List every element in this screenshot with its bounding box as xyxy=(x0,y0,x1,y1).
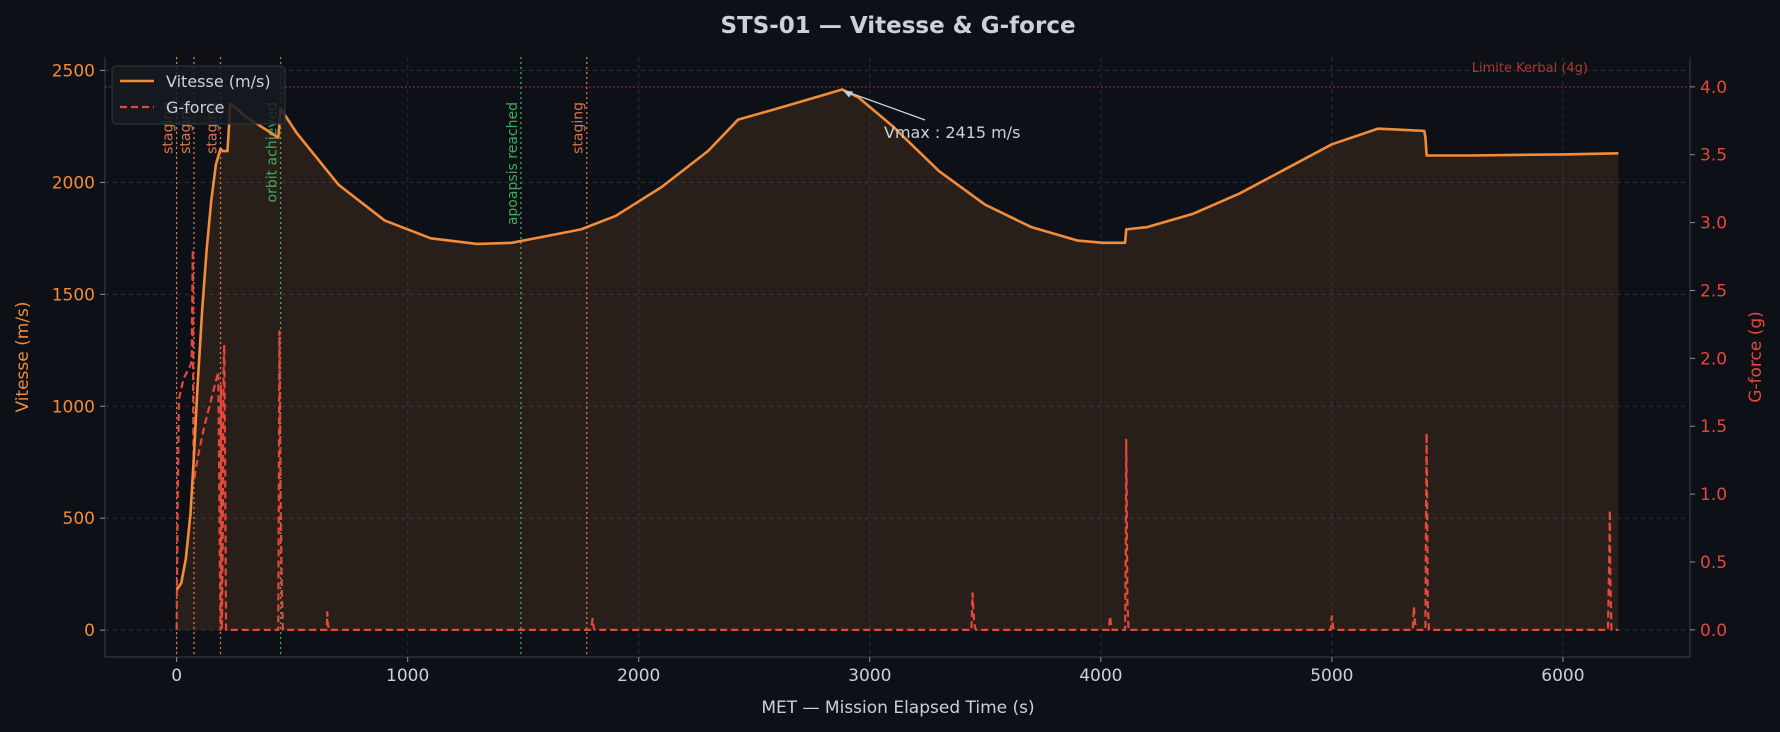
grid xyxy=(105,57,1690,657)
limit-line-layer: Limite Kerbal (4g) xyxy=(105,61,1690,88)
x-tick-label: 4000 xyxy=(1079,666,1122,686)
series-layer xyxy=(175,88,1619,631)
y-right-tick-label: 4.0 xyxy=(1700,78,1727,98)
legend-gforce-label: G-force xyxy=(166,98,224,117)
legend-box xyxy=(111,65,286,125)
y-left-tick-label: 1500 xyxy=(52,285,95,305)
legend: Vitesse (m/s) G-force xyxy=(111,65,286,125)
kerbal-limit-label: Limite Kerbal (4g) xyxy=(1472,61,1588,76)
y-left-tick-label: 0 xyxy=(84,621,95,641)
y-left-tick-label: 1000 xyxy=(52,397,95,417)
x-tick-label: 0 xyxy=(171,666,182,686)
x-tick-label: 6000 xyxy=(1541,666,1584,686)
event-label: apoapsis reached xyxy=(505,102,521,225)
vmax-annotation: Vmax : 2415 m/s xyxy=(884,123,1020,142)
x-axis-label: MET — Mission Elapsed Time (s) xyxy=(761,698,1034,718)
event-label: orbit achieved xyxy=(265,102,281,202)
x-tick-label: 3000 xyxy=(848,666,891,686)
y-right-tick-label: 3.0 xyxy=(1700,214,1727,234)
chart-title: STS-01 — Vitesse & G-force xyxy=(720,13,1075,39)
axes: 0 1000 2000 3000 4000 5000 6000 0 500 1000 1500 200… xyxy=(52,57,1727,686)
vmax-arrow-head xyxy=(843,90,854,98)
y-right-tick-label: 0.0 xyxy=(1700,621,1727,641)
y-right-tick-label: 3.5 xyxy=(1700,146,1727,166)
x-tick-label: 5000 xyxy=(1310,666,1353,686)
gforce-series-line xyxy=(175,248,1619,631)
y-right-tick-label: 1.5 xyxy=(1700,417,1727,437)
y-right-tick-label: 1.0 xyxy=(1700,485,1727,505)
y-left-tick-label: 2000 xyxy=(52,173,95,193)
y-right-tick-label: 2.0 xyxy=(1700,349,1727,369)
event-label: staging xyxy=(571,102,587,154)
velocity-area-fill xyxy=(176,89,1619,631)
area-fill-layer xyxy=(176,89,1619,631)
y-axis-right-label: G-force (g) xyxy=(1746,311,1766,403)
annotation-layer: Vmax : 2415 m/s xyxy=(843,90,1020,142)
y-right-tick-label: 0.5 xyxy=(1700,553,1727,573)
y-left-tick-label: 500 xyxy=(63,509,95,529)
y-axis-left-label: Vitesse (m/s) xyxy=(13,301,33,412)
x-tick-label: 1000 xyxy=(386,666,429,686)
y-right-tick-label: 2.5 xyxy=(1700,281,1727,301)
y-left-tick-label: 2500 xyxy=(52,61,95,81)
legend-velocity-label: Vitesse (m/s) xyxy=(166,72,271,91)
x-tick-label: 2000 xyxy=(617,666,660,686)
velocity-series-line xyxy=(175,88,1619,591)
vmax-arrow xyxy=(845,90,926,121)
